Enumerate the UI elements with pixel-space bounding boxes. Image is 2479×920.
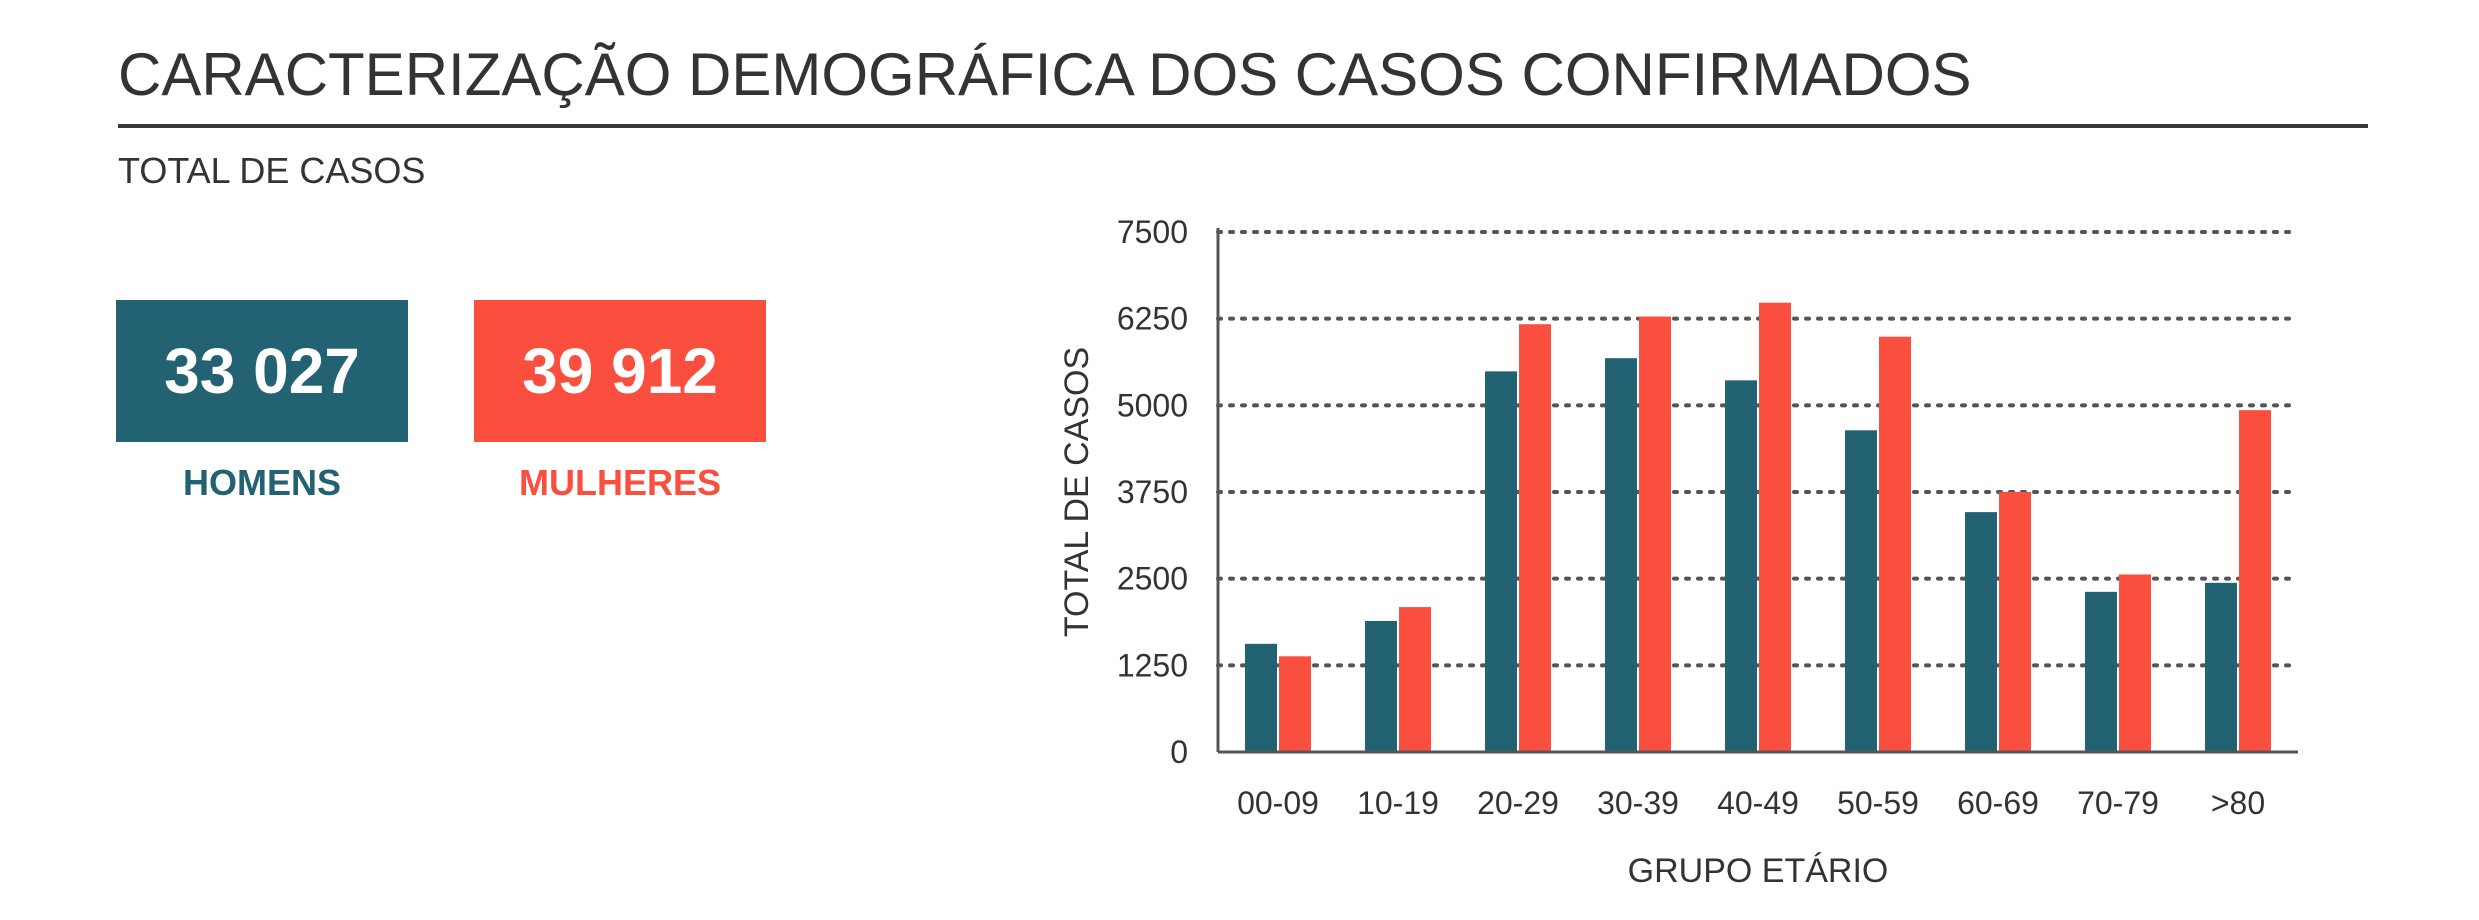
bar-series-1 (1365, 620, 1397, 752)
bar-series-1 (1605, 358, 1637, 752)
y-tick-label: 7500 (1117, 214, 1188, 250)
y-tick-label: 0 (1170, 734, 1188, 770)
x-tick-label: 40-49 (1717, 785, 1799, 821)
section-subtitle: TOTAL DE CASOS (118, 150, 426, 191)
age-group-bar-chart: 0 1250 2500 3750 5000 6250 7500 00-09 10-19 20-29… (1058, 214, 2300, 890)
x-tick-label: 10-19 (1357, 785, 1439, 821)
y-tick-label: 6250 (1117, 301, 1188, 337)
y-tick-label: 5000 (1117, 387, 1188, 423)
bar-series-1 (2205, 582, 2237, 752)
y-tick-label: 1250 (1117, 647, 1188, 683)
y-tick-label: 2500 (1117, 561, 1188, 597)
kpi-men-value: 33 027 (116, 300, 408, 442)
bar-series-1 (1845, 430, 1877, 752)
kpi-women-value: 39 912 (474, 300, 766, 442)
x-tick-label: >80 (2211, 785, 2265, 821)
x-tick-label: 00-09 (1237, 785, 1319, 821)
bar-series-1 (1485, 371, 1517, 752)
x-tick-label: 50-59 (1837, 785, 1919, 821)
bar-series-2 (2239, 410, 2271, 752)
bar-series-2 (1999, 492, 2031, 752)
page-title: CARACTERIZAÇÃO DEMOGRÁFICA DOS CASOS CON… (118, 41, 1972, 108)
kpi-men-label: HOMENS (182, 462, 341, 503)
bar-series-2 (1399, 607, 1431, 752)
bar-series-1 (1725, 380, 1757, 752)
bar-series-2 (2119, 574, 2151, 752)
x-tick-label: 60-69 (1957, 785, 2039, 821)
bar-series-1 (2085, 591, 2117, 752)
bar-series-2 (1879, 336, 1911, 752)
bar-series-2 (1759, 302, 1791, 752)
bar-series-1 (1245, 643, 1277, 752)
bar-series-2 (1519, 324, 1551, 752)
x-axis-title: GRUPO ETÁRIO (1628, 852, 1889, 890)
x-tick-label: 20-29 (1477, 785, 1559, 821)
x-tick-label: 30-39 (1597, 785, 1679, 821)
kpi-women-label: MULHERES (518, 462, 721, 503)
bar-series-2 (1279, 656, 1311, 752)
y-axis-title: TOTAL DE CASOS (1058, 347, 1096, 637)
y-tick-label: 3750 (1117, 474, 1188, 510)
x-tick-label: 70-79 (2077, 785, 2159, 821)
bar-series-1 (1965, 512, 1997, 752)
title-divider (118, 124, 2368, 128)
bar-series-2 (1639, 316, 1671, 752)
